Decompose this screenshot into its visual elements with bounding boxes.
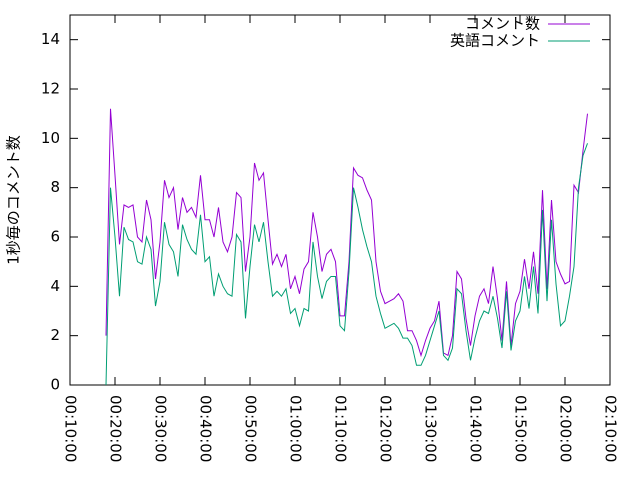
x-tick-label: 00:10:00	[62, 395, 80, 462]
x-tick-label: 00:40:00	[197, 395, 215, 462]
x-tick-label: 02:00:00	[557, 395, 575, 462]
series-line	[105, 108, 588, 358]
plot-frame	[69, 14, 611, 386]
legend-label: 英語コメント	[450, 32, 540, 50]
x-tick-label: 00:30:00	[152, 395, 170, 462]
y-tick-label: 0	[50, 376, 60, 394]
y-tick-label: 4	[50, 277, 60, 295]
x-tick-label: 01:10:00	[332, 395, 350, 462]
x-tick-label: 00:50:00	[242, 395, 260, 462]
x-tick-label: 02:10:00	[602, 395, 620, 462]
y-tick-label: 10	[41, 129, 60, 147]
x-tick-label: 01:50:00	[512, 395, 530, 462]
y-axis-label: 1秒毎のコメント数	[5, 135, 23, 265]
y-tick-label: 8	[50, 178, 60, 196]
x-tick-label: 01:40:00	[467, 395, 485, 462]
series-line	[105, 143, 588, 386]
x-tick-label: 01:20:00	[377, 395, 395, 462]
y-tick-label: 6	[50, 228, 60, 246]
x-tick-label: 01:00:00	[287, 395, 305, 462]
y-tick-label: 12	[41, 80, 60, 98]
y-tick-label: 14	[41, 30, 60, 48]
legend-label: コメント数	[465, 15, 540, 33]
y-tick-label: 2	[50, 326, 60, 344]
x-tick-label: 01:30:00	[422, 395, 440, 462]
x-tick-label: 00:20:00	[107, 395, 125, 462]
